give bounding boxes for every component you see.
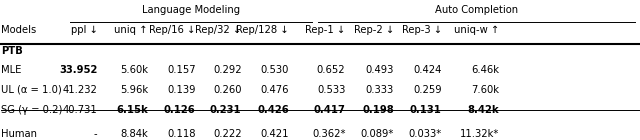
Text: 0.493: 0.493 (365, 65, 394, 75)
Text: 6.46k: 6.46k (471, 65, 499, 75)
Text: 41.232: 41.232 (63, 85, 98, 95)
Text: 0.157: 0.157 (167, 65, 196, 75)
Text: 0.222: 0.222 (213, 129, 242, 139)
Text: 0.231: 0.231 (210, 105, 242, 115)
Text: MLE: MLE (1, 65, 22, 75)
Text: 5.96k: 5.96k (120, 85, 148, 95)
Text: 0.126: 0.126 (164, 105, 196, 115)
Text: PTB: PTB (1, 46, 23, 56)
Text: 0.652: 0.652 (317, 65, 346, 75)
Text: Rep/128 ↓: Rep/128 ↓ (236, 25, 289, 35)
Text: 0.421: 0.421 (260, 129, 289, 139)
Text: uniq ↑: uniq ↑ (115, 25, 148, 35)
Text: 8.42k: 8.42k (467, 105, 499, 115)
Text: 0.333: 0.333 (365, 85, 394, 95)
Text: 0.260: 0.260 (213, 85, 242, 95)
Text: 6.15k: 6.15k (116, 105, 148, 115)
Text: Rep-3 ↓: Rep-3 ↓ (401, 25, 442, 35)
Text: 0.139: 0.139 (167, 85, 196, 95)
Text: Language Modeling: Language Modeling (142, 5, 241, 15)
Text: 0.426: 0.426 (257, 105, 289, 115)
Text: Rep-1 ↓: Rep-1 ↓ (305, 25, 346, 35)
Text: 0.089*: 0.089* (360, 129, 394, 139)
Text: uniq-w ↑: uniq-w ↑ (454, 25, 499, 35)
Text: 7.60k: 7.60k (471, 85, 499, 95)
Text: 0.118: 0.118 (167, 129, 196, 139)
Text: Auto Completion: Auto Completion (435, 5, 518, 15)
Text: Human: Human (1, 129, 37, 139)
Text: 33.952: 33.952 (60, 65, 98, 75)
Text: 0.533: 0.533 (317, 85, 346, 95)
Text: Models: Models (1, 25, 36, 35)
Text: ppl ↓: ppl ↓ (71, 25, 98, 35)
Text: 5.60k: 5.60k (120, 65, 148, 75)
Text: 0.362*: 0.362* (312, 129, 346, 139)
Text: SG (γ = 0.2): SG (γ = 0.2) (1, 105, 63, 115)
Text: Rep/32 ↓: Rep/32 ↓ (195, 25, 242, 35)
Text: UL (α = 1.0): UL (α = 1.0) (1, 85, 62, 95)
Text: 0.259: 0.259 (413, 85, 442, 95)
Text: 0.417: 0.417 (314, 105, 346, 115)
Text: Rep/16 ↓: Rep/16 ↓ (149, 25, 196, 35)
Text: 0.476: 0.476 (260, 85, 289, 95)
Text: 0.424: 0.424 (413, 65, 442, 75)
Text: 0.530: 0.530 (260, 65, 289, 75)
Text: 8.84k: 8.84k (120, 129, 148, 139)
Text: 11.32k*: 11.32k* (460, 129, 499, 139)
Text: -: - (94, 129, 98, 139)
Text: 0.033*: 0.033* (408, 129, 442, 139)
Text: 0.131: 0.131 (410, 105, 442, 115)
Text: 0.198: 0.198 (362, 105, 394, 115)
Text: 40.731: 40.731 (63, 105, 98, 115)
Text: 0.292: 0.292 (213, 65, 242, 75)
Text: Rep-2 ↓: Rep-2 ↓ (354, 25, 394, 35)
